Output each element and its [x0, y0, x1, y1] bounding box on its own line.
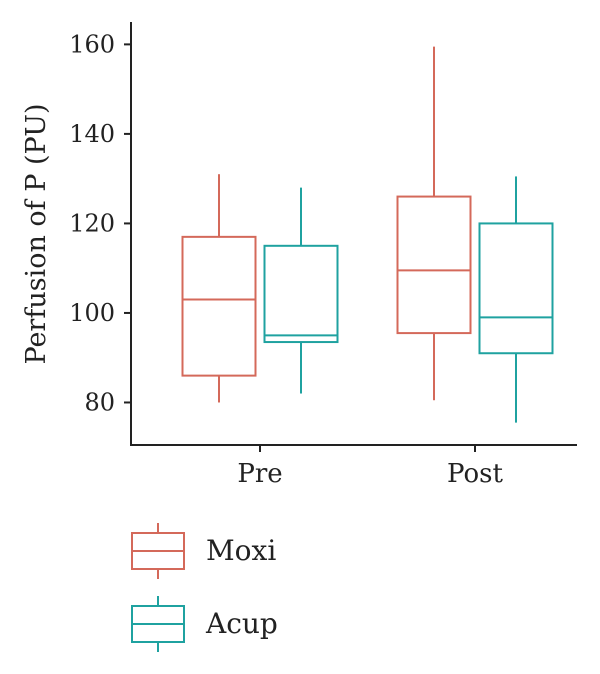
legend-key-icon — [131, 596, 185, 652]
box-iqr — [478, 222, 554, 355]
plot-area — [181, 46, 554, 423]
box-iqr — [181, 235, 257, 377]
y-tick-label: 160 — [69, 30, 115, 58]
y-tick-label: 140 — [69, 120, 115, 148]
legend-key-icon — [131, 523, 185, 579]
x-tick-label: Pre — [237, 459, 282, 489]
axes: 80 100 120 140 160 Pre Post — [69, 22, 577, 489]
box-moxi-pre — [181, 174, 257, 403]
y-tick-label: 80 — [84, 388, 115, 416]
box-acup-post — [478, 176, 554, 423]
legend-item-moxi: Moxi — [131, 523, 276, 579]
legend: Moxi Acup — [131, 523, 278, 652]
box-acup-pre — [263, 187, 339, 394]
legend-label: Acup — [205, 607, 278, 640]
y-tick-label: 120 — [69, 209, 115, 237]
legend-item-acup: Acup — [131, 596, 278, 652]
y-tick-label: 100 — [69, 299, 115, 327]
y-axis-label: Perfusion of P (PU) — [21, 103, 52, 364]
box-moxi-post — [396, 46, 472, 401]
box-iqr — [263, 244, 339, 344]
legend-label: Moxi — [206, 534, 276, 567]
box-iqr — [396, 195, 472, 335]
x-tick-label: Post — [447, 459, 503, 489]
